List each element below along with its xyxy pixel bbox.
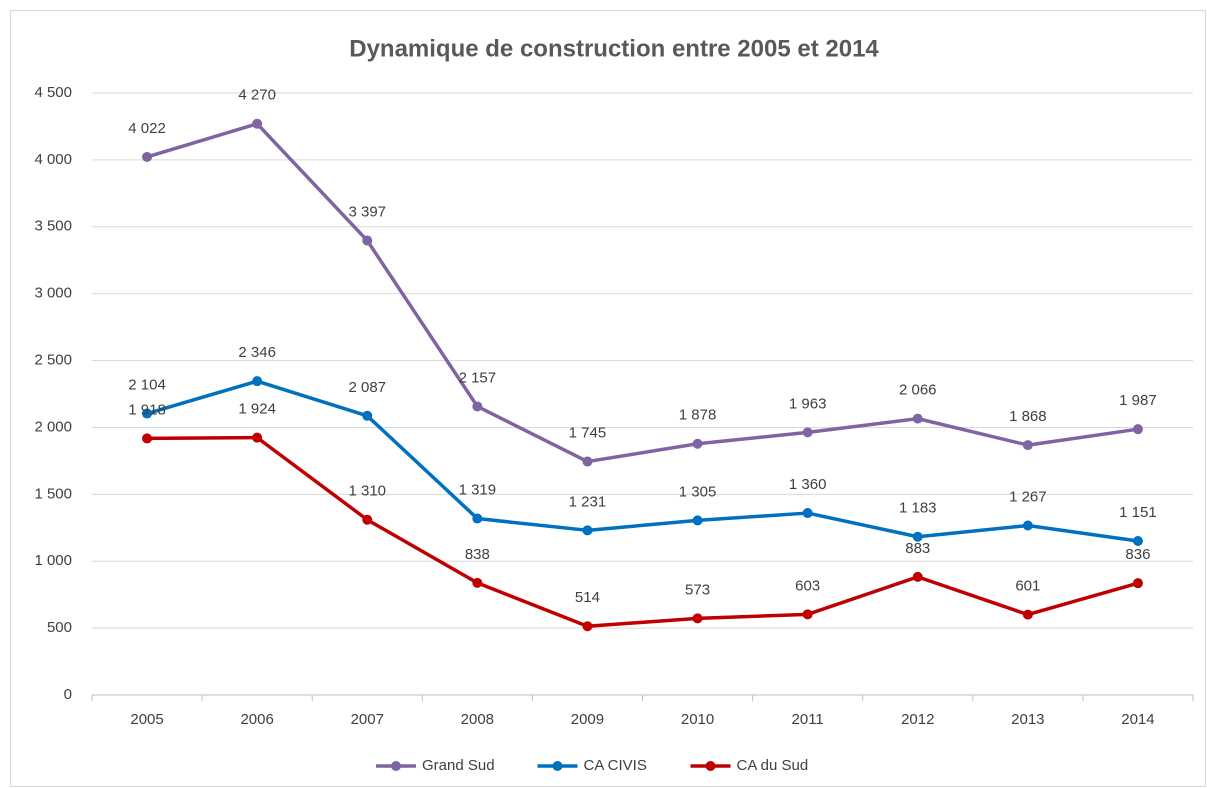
y-tick-label: 4 500	[34, 84, 72, 101]
data-label: 1 319	[459, 482, 497, 499]
data-point	[472, 577, 483, 588]
x-tick-label: 2012	[901, 711, 934, 728]
x-tick-label: 2007	[351, 711, 384, 728]
chart-border	[10, 10, 1206, 787]
data-label: 1 868	[1009, 408, 1047, 425]
data-label: 601	[1015, 578, 1040, 595]
x-tick-label: 2011	[792, 711, 824, 728]
data-point	[802, 508, 813, 519]
series-line	[147, 435, 1139, 628]
y-tick-label: 2 000	[34, 418, 72, 435]
data-label: 2 346	[238, 344, 276, 361]
data-label: 573	[685, 581, 710, 598]
data-label: 2 104	[128, 377, 166, 394]
data-label: 836	[1125, 546, 1150, 563]
data-label: 1 878	[679, 407, 717, 424]
data-label: 1 963	[789, 395, 827, 412]
data-point	[802, 427, 813, 438]
data-label: 1 310	[348, 483, 386, 500]
data-label: 1 924	[238, 401, 276, 418]
data-point	[362, 514, 373, 525]
data-point	[252, 118, 263, 129]
y-tick-label: 500	[47, 619, 72, 636]
data-label: 3 397	[348, 204, 386, 221]
data-point	[472, 401, 483, 412]
data-label: 883	[905, 540, 930, 557]
data-point	[472, 513, 483, 524]
data-point	[582, 621, 593, 632]
data-point	[362, 410, 373, 421]
data-label: 2 066	[899, 382, 937, 399]
data-label: 1 305	[679, 483, 717, 500]
data-point	[1132, 578, 1143, 589]
y-tick-label: 3 500	[34, 218, 72, 235]
legend-marker	[391, 761, 401, 771]
data-label: 4 270	[238, 87, 276, 104]
data-point	[912, 531, 923, 542]
data-point	[582, 456, 593, 467]
data-point	[252, 376, 263, 387]
data-point	[252, 432, 263, 443]
data-label: 1 151	[1119, 504, 1157, 521]
data-label: 4 022	[128, 120, 166, 137]
data-point	[362, 235, 373, 246]
data-point	[692, 438, 703, 449]
data-label: 603	[795, 577, 820, 594]
data-point	[912, 571, 923, 582]
data-point	[692, 613, 703, 624]
data-label: 1 231	[569, 493, 607, 510]
y-tick-label: 3 000	[34, 285, 72, 302]
data-label: 838	[465, 546, 490, 563]
data-label: 514	[575, 589, 600, 606]
x-tick-label: 2005	[130, 711, 163, 728]
legend-label: CA du Sud	[737, 757, 809, 774]
data-point	[582, 525, 593, 536]
x-tick-label: 2009	[571, 711, 604, 728]
x-tick-label: 2008	[461, 711, 494, 728]
data-point	[142, 433, 153, 444]
series-line	[146, 122, 1139, 464]
x-tick-label: 2010	[681, 711, 714, 728]
data-label: 1 918	[128, 401, 166, 418]
data-point	[142, 151, 153, 162]
legend-marker	[552, 761, 563, 771]
data-label: 2 157	[459, 369, 497, 386]
y-tick-label: 1 000	[34, 552, 72, 569]
y-tick-label: 4 000	[34, 151, 72, 168]
x-tick-label: 2006	[240, 711, 273, 728]
data-label: 1 745	[569, 425, 607, 442]
y-tick-label: 0	[64, 686, 72, 703]
data-point	[1132, 424, 1143, 435]
data-point	[1132, 536, 1143, 547]
data-label: 1 987	[1119, 392, 1157, 409]
data-point	[1022, 520, 1033, 531]
data-point	[912, 413, 923, 424]
data-label: 1 267	[1009, 488, 1047, 505]
data-label: 1 360	[789, 476, 827, 493]
data-point	[692, 515, 703, 526]
data-point	[802, 609, 813, 620]
x-tick-label: 2014	[1121, 711, 1154, 728]
series-line	[146, 379, 1139, 543]
chart-title: Dynamique de construction entre 2005 et …	[349, 35, 879, 62]
data-point	[142, 408, 153, 419]
legend-label: CA CIVIS	[584, 757, 647, 774]
data-point	[1022, 440, 1033, 451]
data-label: 1 183	[899, 500, 937, 517]
x-tick-label: 2013	[1011, 711, 1044, 728]
legend-label: Grand Sud	[422, 757, 495, 774]
y-tick-label: 2 500	[34, 352, 72, 369]
data-point	[1022, 609, 1033, 620]
data-label: 2 087	[348, 379, 386, 396]
y-tick-label: 1 500	[34, 485, 72, 502]
legend-marker	[705, 761, 716, 771]
